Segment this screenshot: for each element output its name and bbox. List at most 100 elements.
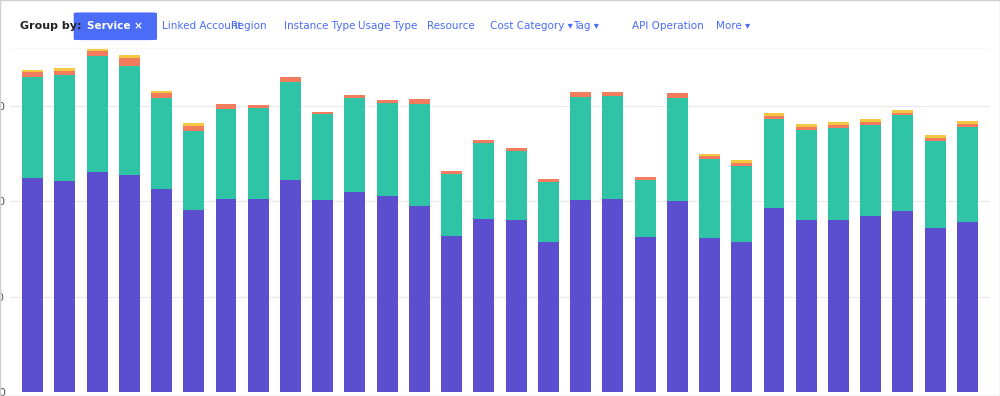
Bar: [731, 166, 752, 242]
Bar: [183, 210, 204, 392]
Bar: [635, 180, 656, 238]
Bar: [731, 163, 752, 166]
Bar: [151, 98, 172, 189]
Bar: [151, 91, 172, 93]
Bar: [22, 72, 43, 77]
Bar: [280, 82, 301, 180]
Bar: [957, 222, 978, 392]
Bar: [441, 173, 462, 236]
Bar: [764, 116, 784, 119]
Bar: [216, 199, 236, 392]
Bar: [183, 126, 204, 131]
Bar: [925, 138, 946, 141]
Bar: [506, 220, 527, 392]
Bar: [54, 75, 75, 181]
Bar: [667, 201, 688, 392]
Bar: [54, 70, 75, 75]
Bar: [892, 112, 913, 115]
Bar: [119, 175, 140, 392]
Bar: [54, 68, 75, 70]
Bar: [957, 127, 978, 222]
Bar: [828, 128, 849, 220]
Bar: [280, 77, 301, 82]
Bar: [764, 114, 784, 116]
Text: Region: Region: [230, 21, 266, 31]
Bar: [635, 177, 656, 180]
Bar: [860, 125, 881, 215]
Bar: [377, 100, 398, 103]
Bar: [925, 135, 946, 138]
Bar: [957, 124, 978, 127]
Bar: [570, 93, 591, 97]
Bar: [699, 156, 720, 159]
Bar: [828, 125, 849, 128]
Bar: [699, 154, 720, 156]
Bar: [377, 196, 398, 392]
Text: Cost Category ▾: Cost Category ▾: [490, 21, 573, 31]
Bar: [828, 122, 849, 125]
Bar: [892, 110, 913, 112]
Bar: [87, 171, 108, 392]
Bar: [441, 236, 462, 392]
Bar: [312, 112, 333, 114]
Bar: [473, 140, 494, 143]
Bar: [119, 58, 140, 66]
Bar: [87, 51, 108, 56]
Bar: [796, 124, 817, 127]
Bar: [602, 96, 623, 199]
Bar: [248, 105, 269, 108]
Bar: [377, 103, 398, 196]
Bar: [602, 199, 623, 392]
Bar: [602, 91, 623, 96]
Bar: [796, 129, 817, 220]
Bar: [667, 93, 688, 98]
Bar: [216, 109, 236, 199]
Bar: [635, 238, 656, 392]
Text: Group by:: Group by:: [20, 21, 81, 31]
Bar: [409, 206, 430, 392]
Bar: [570, 97, 591, 200]
Bar: [957, 121, 978, 124]
Text: Tag ▾: Tag ▾: [574, 21, 600, 31]
Bar: [860, 122, 881, 125]
Bar: [216, 104, 236, 109]
Bar: [925, 141, 946, 228]
Bar: [344, 95, 365, 98]
Text: Usage Type: Usage Type: [358, 21, 417, 31]
Bar: [87, 49, 108, 51]
FancyBboxPatch shape: [74, 12, 157, 40]
Bar: [151, 189, 172, 392]
Bar: [764, 119, 784, 208]
Bar: [538, 179, 559, 182]
Bar: [892, 211, 913, 392]
Text: Service ×: Service ×: [87, 21, 143, 31]
Bar: [538, 182, 559, 242]
Bar: [570, 200, 591, 392]
Bar: [473, 143, 494, 219]
Bar: [796, 127, 817, 129]
Bar: [731, 242, 752, 392]
Text: More ▾: More ▾: [716, 21, 750, 31]
Bar: [312, 200, 333, 392]
Bar: [409, 104, 430, 206]
Bar: [925, 228, 946, 392]
Bar: [796, 220, 817, 392]
Text: Linked Account: Linked Account: [162, 21, 242, 31]
Bar: [280, 180, 301, 392]
Text: API Operation: API Operation: [632, 21, 704, 31]
Bar: [441, 171, 462, 173]
Bar: [731, 160, 752, 163]
Bar: [892, 115, 913, 211]
Bar: [860, 119, 881, 122]
Bar: [764, 208, 784, 392]
Bar: [699, 238, 720, 392]
Bar: [506, 150, 527, 220]
Bar: [22, 70, 43, 72]
Bar: [183, 123, 204, 126]
Bar: [860, 215, 881, 392]
Bar: [22, 178, 43, 392]
Bar: [344, 98, 365, 192]
Bar: [183, 131, 204, 210]
Text: Resource: Resource: [426, 21, 474, 31]
Bar: [119, 55, 140, 58]
